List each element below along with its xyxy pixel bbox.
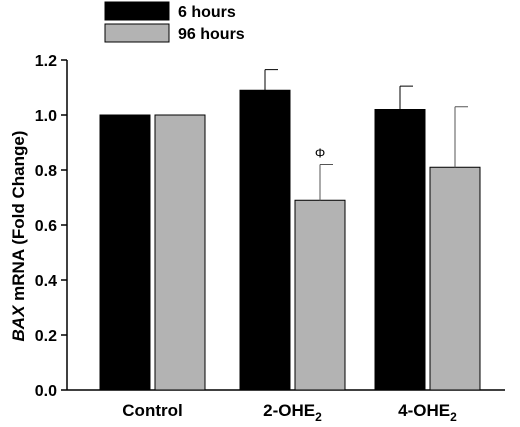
significance-annotation: Φ xyxy=(315,146,325,161)
bar-96-hours-2-ohe xyxy=(294,199,346,391)
x-tick-label: 2-OHE2 xyxy=(263,401,322,424)
bar-96-hours-control xyxy=(154,114,206,391)
x-tick-label-subscript: 2 xyxy=(450,410,457,424)
bar-6-hours-2-ohe xyxy=(239,89,291,391)
y-tick-label: 0.6 xyxy=(35,218,57,235)
y-tick-label: 0.8 xyxy=(35,163,57,180)
y-tick-label: 0.0 xyxy=(35,383,57,400)
legend-label: 6 hours xyxy=(178,4,236,21)
legend: 6 hours 96 hours xyxy=(104,1,245,43)
x-tick-label: 4-OHE2 xyxy=(398,401,457,424)
bar-6-hours-control xyxy=(99,114,151,391)
x-tick-labels: Control 2-OHE2 4-OHE2 xyxy=(122,401,457,424)
x-tick-label-subscript: 2 xyxy=(315,410,322,424)
x-tick-label-main: 2-OHE xyxy=(263,401,315,420)
y-axis-label: BAX mRNA (Fold Change) xyxy=(9,131,28,342)
y-tick-label: 0.2 xyxy=(35,328,57,345)
y-tick-label: 1.2 xyxy=(35,53,57,70)
bar-96-hours-4-ohe xyxy=(429,166,481,391)
bars xyxy=(99,89,481,391)
y-tick-labels: 0.0 0.2 0.4 0.6 0.8 1.0 1.2 xyxy=(35,53,57,400)
y-tick-label: 1.0 xyxy=(35,108,57,125)
legend-swatch-6-hours xyxy=(104,1,170,21)
error-bars xyxy=(264,69,468,201)
y-axis-label-gene: BAX xyxy=(9,304,28,342)
legend-swatch-96-hours xyxy=(104,23,170,43)
x-tick-label: Control xyxy=(122,401,182,420)
y-tick-label: 0.4 xyxy=(35,273,57,290)
x-tick-label-main: 4-OHE xyxy=(398,401,450,420)
annotations: Φ xyxy=(315,146,325,161)
y-axis-label-rest: mRNA (Fold Change) xyxy=(9,131,28,306)
bar-6-hours-4-ohe xyxy=(374,109,426,391)
legend-label: 96 hours xyxy=(178,26,245,43)
x-tick-label-main: Control xyxy=(122,401,182,420)
